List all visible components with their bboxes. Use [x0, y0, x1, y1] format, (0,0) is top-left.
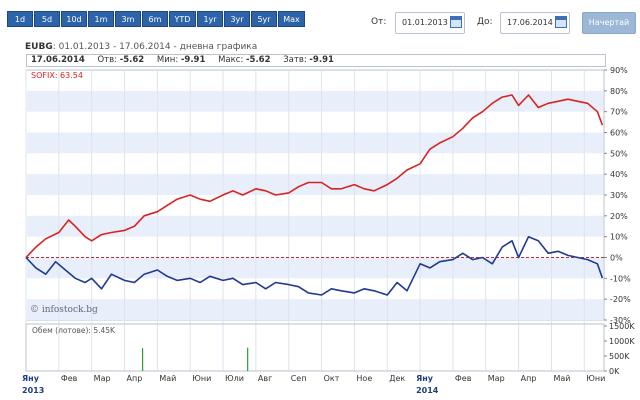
x-tick-label: Юни: [586, 374, 605, 383]
min-value: -9.91: [180, 55, 206, 65]
x-tick-label: Апр: [521, 374, 537, 383]
sofix-legend: SOFIX: 63.54: [31, 71, 83, 80]
range-button-ytd[interactable]: YTD: [169, 11, 196, 27]
series-line-sofix: [25, 94, 604, 259]
range-button-5d[interactable]: 5d: [34, 11, 60, 27]
y-tick-label: 90%: [610, 66, 628, 75]
grid-band: [27, 299, 603, 320]
range-button-3yr[interactable]: 3yr: [224, 11, 250, 27]
y-tick-label: 10%: [610, 233, 628, 242]
range-button-1d[interactable]: 1d: [7, 11, 33, 27]
from-date-label: От:: [371, 17, 387, 27]
from-date-input[interactable]: 01.01.2013: [395, 12, 465, 34]
y-tick-label: -10%: [610, 274, 631, 283]
y-tick-label: 50%: [610, 149, 628, 158]
volume-tick-label: 1500K: [609, 322, 635, 331]
grid-band: [27, 257, 603, 279]
min-label: Мин:: [156, 55, 179, 65]
x-tick-label: Май: [553, 374, 570, 383]
x-tick-label: Юни: [192, 374, 211, 383]
watermark: © infostock.bg: [30, 305, 98, 315]
volume-panel: [25, 323, 605, 372]
y-tick-label: 0%: [610, 254, 623, 263]
x-tick-label: Яну: [416, 374, 434, 383]
range-button-1m[interactable]: 1m: [88, 11, 114, 27]
calendar-icon[interactable]: [555, 16, 567, 28]
open-value: -5.62: [119, 55, 145, 65]
x-tick-label: Ное: [356, 374, 372, 383]
y-tick-label: 70%: [610, 108, 628, 117]
y-tick-label: 30%: [610, 191, 628, 200]
grid-band: [27, 215, 603, 237]
x-tick-label: Дек: [389, 374, 405, 383]
x-tick-label: Авг: [258, 374, 272, 383]
from-date-value: 01.01.2013: [402, 18, 448, 27]
max-value: -5.62: [246, 55, 271, 65]
price-info-bar: 17.06.2014 Отв: -5.62 Мин: -9.91 Макс: -…: [26, 54, 606, 67]
y-tick-label: 80%: [610, 87, 628, 96]
y-tick-label: 20%: [610, 212, 628, 221]
open-label: Отв:: [97, 55, 117, 65]
calendar-icon[interactable]: [450, 16, 462, 28]
year-label: 2013: [22, 386, 44, 395]
volume-tick-label: 500K: [609, 352, 630, 361]
x-tick-label: Яну: [22, 374, 40, 383]
range-button-10d[interactable]: 10d: [61, 11, 87, 27]
x-tick-label: Сеп: [291, 374, 307, 383]
draw-button[interactable]: Начертай: [582, 12, 636, 34]
to-date-value: 17.06.2014: [507, 18, 553, 27]
volume-label: Обем (лотове): 5.45K: [32, 326, 116, 335]
close-label: Затв:: [283, 55, 307, 65]
max-label: Макс:: [218, 55, 244, 65]
grid-band: [27, 132, 603, 154]
range-button-6m[interactable]: 6m: [142, 11, 168, 27]
grid-band: [27, 174, 603, 195]
volume-tick-label: 0K: [609, 367, 620, 376]
y-tick-label: -20%: [610, 295, 631, 304]
volume-tick-label: 1000K: [609, 337, 635, 346]
range-button-3m[interactable]: 3m: [115, 11, 141, 27]
chart-header: EUBG: 01.01.2013 - 17.06.2014 - дневна г…: [25, 42, 257, 52]
x-tick-label: Фев: [455, 374, 472, 383]
y-tick-label: 60%: [610, 129, 628, 138]
x-tick-label: Юли: [225, 374, 244, 383]
x-tick-label: Окт: [324, 374, 340, 383]
range-button-1yr[interactable]: 1yr: [197, 11, 223, 27]
x-tick-label: Май: [159, 374, 176, 383]
to-date-input[interactable]: 17.06.2014: [500, 12, 570, 34]
info-date: 17.06.2014: [31, 55, 85, 65]
year-label: 2014: [416, 386, 439, 395]
x-tick-label: Мар: [94, 374, 111, 383]
to-date-label: До:: [477, 17, 493, 27]
range-button-max[interactable]: Max: [278, 11, 305, 27]
grid-band: [27, 90, 603, 112]
series-line-eubg: [25, 235, 604, 296]
close-value: -9.91: [309, 55, 334, 65]
range-button-5yr[interactable]: 5yr: [251, 11, 277, 27]
y-tick-label: 40%: [610, 170, 628, 179]
chart-subtitle: : 01.01.2013 - 17.06.2014 - дневна графи…: [52, 42, 258, 52]
ticker-symbol: EUBG: [25, 42, 53, 52]
y-tick-label: -30%: [610, 316, 631, 325]
x-tick-label: Апр: [127, 374, 143, 383]
x-tick-label: Фев: [61, 374, 78, 383]
x-tick-label: Мар: [488, 374, 505, 383]
